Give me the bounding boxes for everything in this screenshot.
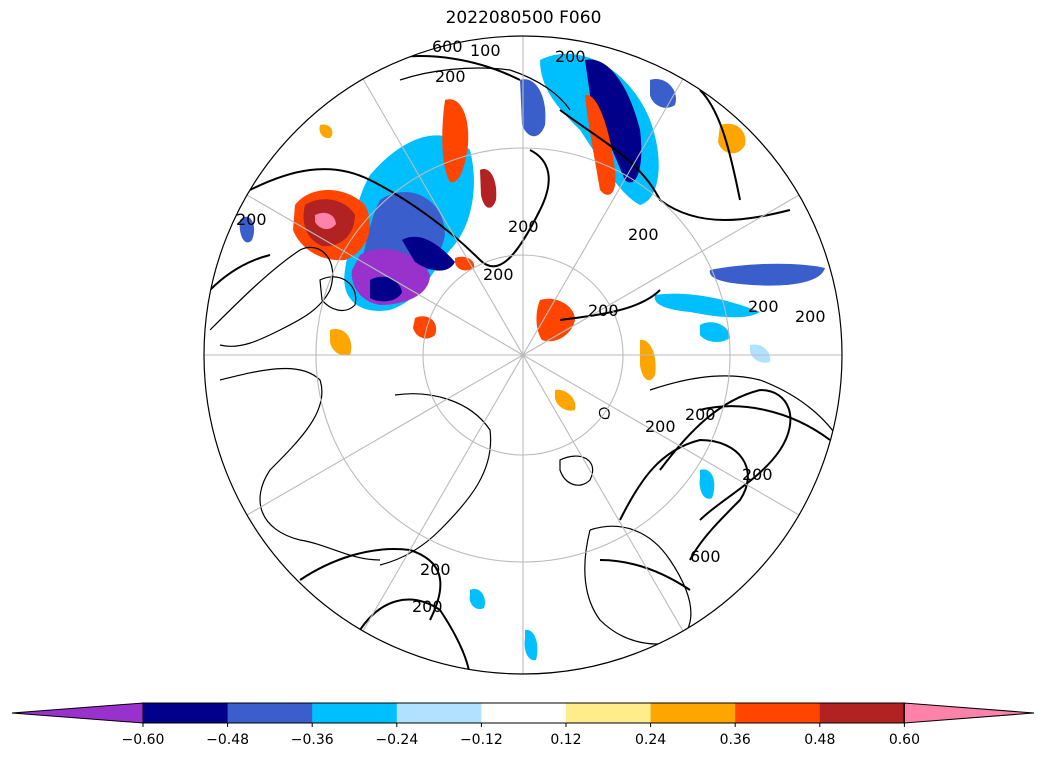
colorbar-extend-high xyxy=(903,702,1035,724)
colorbar-tick-label: −0.36 xyxy=(291,732,334,748)
colorbar-cell xyxy=(650,703,736,723)
contour-label: 200 xyxy=(508,217,539,236)
colorbar-cell xyxy=(481,703,567,723)
contour-label: 200 xyxy=(483,265,514,284)
contour-label: 100 xyxy=(470,41,501,60)
colorbar-cell xyxy=(819,703,905,723)
colorbar-cells xyxy=(11,702,1035,724)
contour-label: 600 xyxy=(690,547,721,566)
graticule xyxy=(204,36,842,674)
colorbar-tick-label: 0.36 xyxy=(720,732,751,748)
contour-label: 200 xyxy=(795,307,826,326)
colorbar-tick-label: 0.24 xyxy=(635,732,666,748)
colorbar-tick-label: −0.24 xyxy=(375,732,418,748)
contour-label: 200 xyxy=(435,67,466,86)
contour-label: 200 xyxy=(420,560,451,579)
contour-label: 200 xyxy=(685,405,716,424)
contour-label: 200 xyxy=(555,47,586,66)
colorbar-tick-label: −0.12 xyxy=(460,732,503,748)
contour-labels: 600 200 100 200 200 200 200 200 200 200 … xyxy=(236,37,826,616)
coastlines xyxy=(209,67,842,645)
polar-map: 600 200 100 200 200 200 200 200 200 200 … xyxy=(203,35,843,675)
colorbar-cell xyxy=(566,703,652,723)
colorbar-extend-low xyxy=(11,702,144,724)
colorbar-tick-label: 0.60 xyxy=(889,732,920,748)
shading-layer xyxy=(239,53,825,661)
map-boundary xyxy=(203,35,843,675)
contour-label: 200 xyxy=(628,225,659,244)
contour-label: 200 xyxy=(742,465,773,484)
colorbar-ticks: −0.60 −0.48 −0.36 −0.24 −0.12 0.12 0.24 0.36 0.4… xyxy=(122,723,920,748)
colorbar-cell xyxy=(312,703,398,723)
colorbar-frame xyxy=(142,702,905,724)
contour-label: 200 xyxy=(412,597,443,616)
colorbar-tick-label: 0.48 xyxy=(804,732,835,748)
contour-label: 200 xyxy=(236,210,267,229)
colorbar-cell xyxy=(735,703,821,723)
colorbar-tick-label: 0.12 xyxy=(550,732,581,748)
colorbar-tick-label: −0.60 xyxy=(122,732,165,748)
colorbar-cell xyxy=(143,703,229,723)
colorbar-tick-label: −0.48 xyxy=(206,732,249,748)
contour-label: 200 xyxy=(748,297,779,316)
colorbar-cell xyxy=(396,703,482,723)
colorbar-cell xyxy=(227,703,313,723)
colorbar: −0.60 −0.48 −0.36 −0.24 −0.12 0.12 0.24 0.36 0.4… xyxy=(11,702,1035,748)
contour-label: 200 xyxy=(588,301,619,320)
contour-label: 200 xyxy=(645,417,676,436)
contour-label: 600 xyxy=(432,37,463,56)
map-title: 2022080500 F060 xyxy=(445,8,602,28)
